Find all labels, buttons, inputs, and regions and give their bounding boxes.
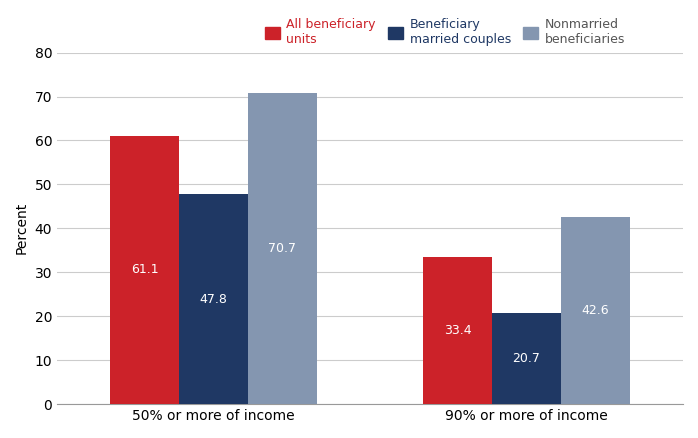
Bar (110, 136, 179, 404)
Text: 33.4: 33.4 (444, 324, 471, 337)
Text: 20.7: 20.7 (512, 352, 540, 365)
Bar (248, 93, 317, 404)
Text: 47.8: 47.8 (200, 293, 228, 306)
Bar (492, 313, 561, 404)
Bar (423, 258, 492, 404)
Text: 61.1: 61.1 (131, 263, 158, 276)
Bar (561, 217, 630, 404)
Text: 42.6: 42.6 (581, 304, 609, 317)
Legend: All beneficiary
units, Beneficiary
married couples, Nonmarried
beneficiaries: All beneficiary units, Beneficiary marri… (260, 13, 630, 51)
Y-axis label: Percent: Percent (15, 202, 29, 254)
Bar (179, 194, 248, 404)
Text: 70.7: 70.7 (269, 242, 297, 255)
